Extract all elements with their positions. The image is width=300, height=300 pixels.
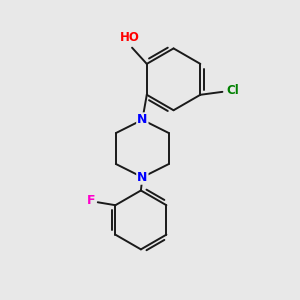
Text: F: F [87, 194, 95, 207]
Text: N: N [137, 113, 148, 126]
Text: HO: HO [120, 31, 140, 44]
Text: Cl: Cl [226, 84, 239, 97]
Text: N: N [137, 171, 148, 184]
